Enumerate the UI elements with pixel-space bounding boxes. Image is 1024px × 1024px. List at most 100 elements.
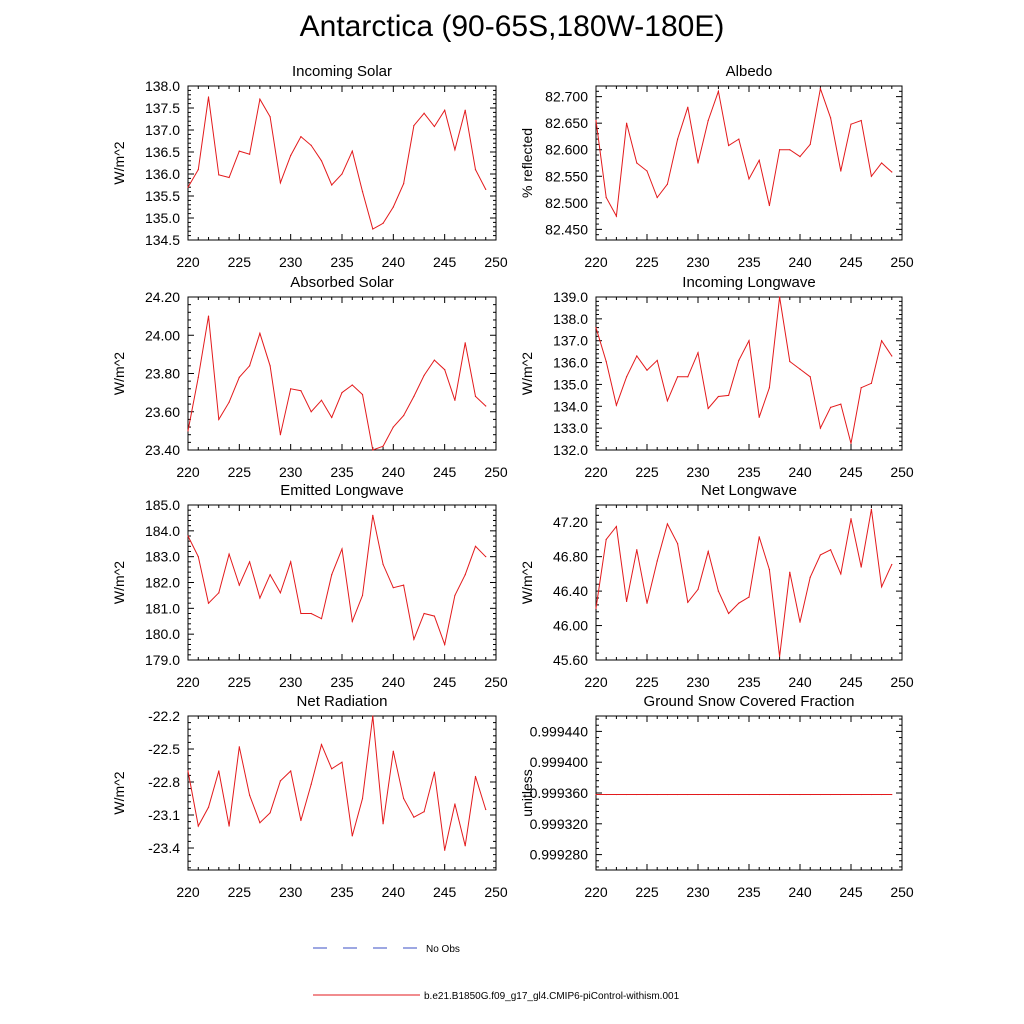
x-tick-label: 245 — [839, 674, 863, 690]
data-point — [646, 369, 648, 371]
data-point — [413, 816, 415, 818]
plot-frame — [595, 85, 903, 241]
y-tick-label: 82.450 — [545, 221, 588, 237]
data-point — [331, 416, 333, 419]
y-tick-label: 23.80 — [145, 366, 180, 382]
data-point — [830, 406, 832, 408]
y-tick-label: 0.999320 — [530, 816, 589, 832]
x-tick-label: 250 — [484, 884, 508, 900]
y-tick-label: 137.5 — [145, 100, 180, 116]
x-tick-label: 220 — [176, 254, 200, 270]
x-tick-label: 235 — [737, 884, 761, 900]
data-point — [666, 183, 669, 185]
data-point — [197, 825, 199, 827]
data-point — [433, 771, 435, 773]
data-point — [351, 835, 353, 837]
data-point — [881, 162, 883, 164]
data-point — [717, 90, 720, 92]
data-point — [809, 793, 811, 796]
data-point — [290, 561, 292, 563]
data-point — [656, 560, 658, 562]
data-point — [666, 523, 669, 525]
data-point — [320, 160, 323, 162]
plot-frame — [595, 504, 903, 661]
plot-frame — [187, 504, 497, 661]
panel-title: Incoming Solar — [292, 63, 392, 80]
panel-title: Net Longwave — [701, 482, 797, 499]
y-tick-label: -23.1 — [148, 807, 180, 823]
x-tick-label: 220 — [176, 884, 200, 900]
panel-incoming-longwave: Incoming Longwave W/m^2 220 225 230 235 240 245… — [519, 274, 914, 480]
data-point — [423, 374, 425, 377]
data-point — [656, 196, 658, 199]
data-point — [636, 549, 638, 551]
data-point — [331, 574, 333, 576]
data-point — [830, 117, 832, 119]
series-line — [187, 515, 487, 647]
data-point — [697, 793, 699, 796]
data-point — [595, 327, 597, 329]
data-point — [799, 621, 801, 623]
x-tick-label: 235 — [737, 254, 761, 270]
x-tick-label: 250 — [484, 464, 508, 480]
y-tick-label: -23.4 — [148, 840, 180, 856]
data-point — [485, 556, 487, 558]
data-point — [717, 793, 720, 796]
series-line — [595, 86, 893, 218]
data-point — [830, 549, 832, 551]
x-tick-label: 220 — [584, 884, 608, 900]
y-axis-label: W/m^2 — [519, 561, 535, 604]
x-tick-label: 240 — [788, 674, 812, 690]
panel-albedo: Albedo % reflected 220 225 230 235 240 245 250 82… — [519, 63, 914, 270]
data-point — [372, 449, 374, 451]
data-point — [850, 793, 852, 796]
data-point — [819, 88, 822, 90]
x-tick-label: 230 — [686, 884, 710, 900]
y-tick-label: 47.20 — [553, 514, 588, 530]
y-tick-label: 184.0 — [145, 523, 180, 539]
y-tick-label: -22.8 — [148, 774, 180, 790]
data-point — [300, 819, 302, 822]
data-point — [320, 399, 323, 401]
series-line — [595, 296, 893, 444]
data-point — [636, 793, 638, 796]
y-axis-label: W/m^2 — [111, 141, 127, 184]
y-tick-label: 135.0 — [145, 210, 180, 226]
x-tick-label: 235 — [330, 254, 354, 270]
data-point — [789, 571, 791, 573]
y-tick-label: 82.600 — [545, 142, 588, 158]
data-point — [218, 174, 220, 176]
data-point — [392, 750, 394, 752]
panel-title: Emitted Longwave — [280, 482, 403, 499]
x-tick-label: 250 — [890, 254, 914, 270]
data-point — [238, 746, 240, 748]
data-point — [444, 109, 446, 111]
y-axis-label: % reflected — [519, 128, 535, 198]
data-point — [707, 550, 709, 553]
data-point — [361, 797, 364, 800]
data-point — [728, 793, 730, 796]
data-point — [207, 806, 210, 808]
x-tick-label: 250 — [890, 674, 914, 690]
data-point — [218, 592, 220, 594]
panel-title: Ground Snow Covered Fraction — [644, 693, 855, 710]
data-point — [444, 849, 446, 851]
data-point — [758, 416, 760, 418]
y-tick-label: 137.0 — [145, 122, 180, 138]
y-tick-label: 135.0 — [553, 376, 588, 392]
data-point — [687, 106, 689, 108]
y-tick-label: 24.00 — [145, 327, 180, 343]
data-point — [677, 376, 679, 378]
data-point — [249, 153, 251, 155]
data-point — [259, 98, 261, 100]
x-tick-label: 235 — [330, 674, 354, 690]
data-point — [218, 770, 220, 772]
data-point — [269, 365, 271, 367]
x-tick-label: 240 — [788, 254, 812, 270]
data-point — [279, 780, 281, 782]
data-point — [768, 387, 771, 389]
x-tick-label: 225 — [228, 254, 252, 270]
data-point — [605, 196, 607, 199]
y-tick-label: 0.999360 — [530, 785, 589, 801]
x-tick-label: 250 — [890, 464, 914, 480]
